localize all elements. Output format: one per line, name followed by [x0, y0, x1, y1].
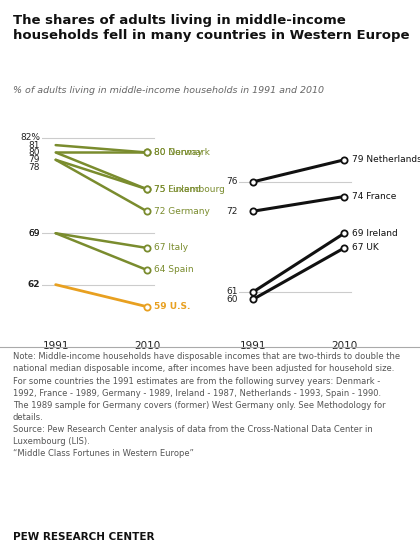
- Text: 64 Spain: 64 Spain: [154, 266, 194, 274]
- Text: 79 Netherlands: 79 Netherlands: [352, 156, 420, 164]
- Text: 69: 69: [29, 229, 40, 238]
- Text: 74 France: 74 France: [352, 192, 396, 201]
- Text: 78: 78: [29, 163, 40, 172]
- Text: The shares of adults living in middle-income
households fell in many countries i: The shares of adults living in middle-in…: [13, 14, 409, 42]
- Text: 72: 72: [226, 207, 238, 216]
- Text: PEW RESEARCH CENTER: PEW RESEARCH CENTER: [13, 532, 154, 542]
- Text: 59 U.S.: 59 U.S.: [154, 302, 191, 311]
- Text: 60: 60: [226, 295, 238, 304]
- Text: 62: 62: [28, 280, 40, 289]
- Text: % of adults living in middle-income households in 1991 and 2010: % of adults living in middle-income hous…: [13, 86, 323, 95]
- Text: 69: 69: [29, 229, 40, 238]
- Text: 67 Italy: 67 Italy: [154, 243, 188, 253]
- Text: Note: Middle-income households have disposable incomes that are two-thirds to do: Note: Middle-income households have disp…: [13, 352, 400, 459]
- Text: 61: 61: [226, 287, 238, 296]
- Text: 76: 76: [226, 177, 238, 186]
- Text: 80 Norway: 80 Norway: [154, 148, 203, 157]
- Text: 82%: 82%: [20, 133, 40, 142]
- Text: 75 Luxembourg: 75 Luxembourg: [154, 185, 225, 193]
- Text: 80 Denmark: 80 Denmark: [154, 148, 210, 157]
- Text: 69 Ireland: 69 Ireland: [352, 229, 397, 238]
- Text: 81: 81: [29, 140, 40, 150]
- Text: 79: 79: [29, 156, 40, 164]
- Text: 67 UK: 67 UK: [352, 243, 378, 253]
- Text: 80: 80: [29, 148, 40, 157]
- Text: 72 Germany: 72 Germany: [154, 207, 210, 216]
- Text: 75 Finland: 75 Finland: [154, 185, 201, 193]
